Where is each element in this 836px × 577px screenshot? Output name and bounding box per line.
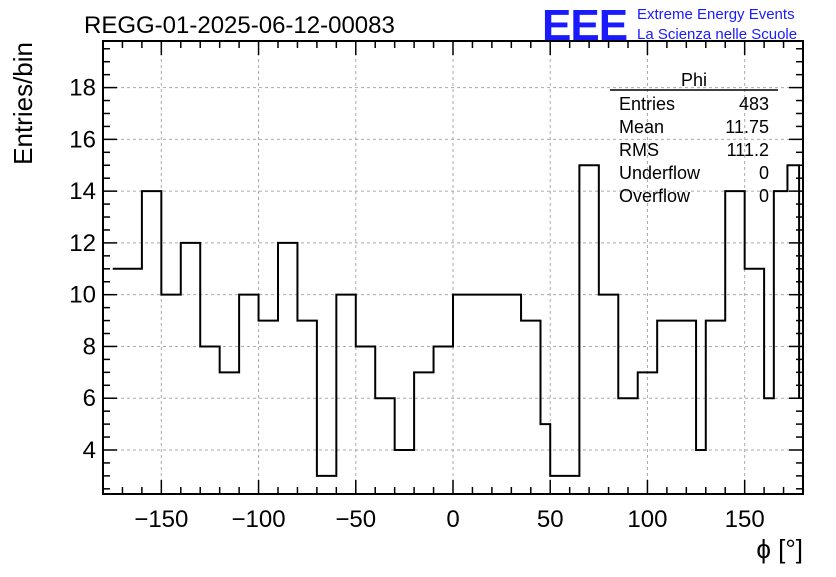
stats-box: Phi Entries 483 Mean 11.75 RMS 111.2 Und…: [610, 70, 778, 206]
y-tick-label: 12: [69, 230, 96, 257]
axis-tick-labels: −150 −100 −50 0 50 100 150 4 6 8 10 12 14 16 18: [69, 75, 764, 533]
y-tick-label: 4: [83, 437, 96, 464]
eee-logo-line2: La Scienza nelle Scuole: [637, 26, 797, 43]
histogram-series: [112, 164, 801, 477]
stats-name: Phi: [681, 70, 707, 90]
y-axis-label: Entries/bin: [8, 42, 38, 165]
x-axis-label: ϕ [°]: [756, 534, 803, 564]
grid-lines: [103, 41, 803, 494]
stats-label-overflow: Overflow: [619, 186, 691, 206]
x-tick-label: 100: [627, 506, 667, 533]
stats-label-mean: Mean: [619, 117, 664, 137]
stats-value-overflow: 0: [759, 186, 769, 206]
y-tick-label: 8: [83, 333, 96, 360]
stats-value-entries: 483: [739, 94, 769, 114]
x-tick-label: 50: [537, 506, 564, 533]
eee-logo-line1: Extreme Energy Events: [637, 6, 795, 23]
chart-title: REGG-01-2025-06-12-00083: [84, 12, 395, 39]
x-tick-label: −150: [134, 506, 188, 533]
stats-value-rms: 111.2: [727, 140, 769, 160]
eee-logo-mark: EEE: [542, 1, 627, 50]
histogram-outline: [112, 164, 801, 477]
y-tick-label: 18: [69, 75, 96, 102]
stats-label-underflow: Underflow: [619, 163, 701, 183]
y-tick-label: 6: [83, 385, 96, 412]
x-tick-label: −50: [335, 506, 376, 533]
stats-value-mean: 11.75: [725, 117, 769, 137]
x-tick-label: 150: [725, 506, 765, 533]
stats-value-underflow: 0: [759, 163, 769, 183]
axis-ticks: [103, 41, 804, 494]
y-tick-label: 10: [69, 282, 96, 309]
stats-label-entries: Entries: [619, 94, 675, 114]
y-tick-label: 16: [69, 126, 96, 153]
eee-logo: EEE Extreme Energy Events La Scienza nel…: [542, 1, 797, 50]
x-tick-label: −100: [232, 506, 286, 533]
stats-label-rms: RMS: [619, 140, 659, 160]
x-tick-label: 0: [446, 506, 459, 533]
y-tick-label: 14: [69, 178, 96, 205]
